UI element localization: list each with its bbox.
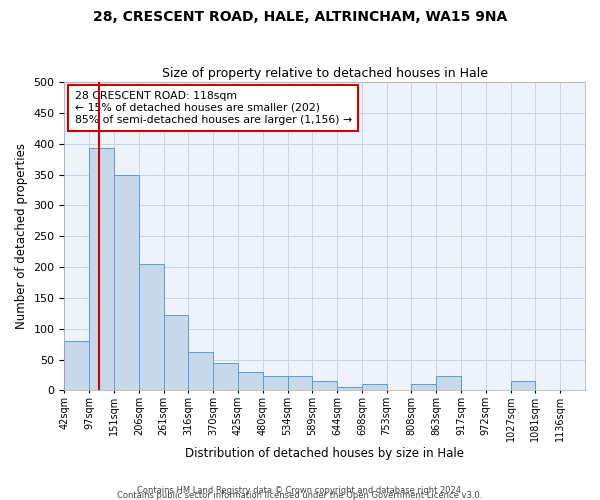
Text: 28 CRESCENT ROAD: 118sqm
← 15% of detached houses are smaller (202)
85% of semi-: 28 CRESCENT ROAD: 118sqm ← 15% of detach… bbox=[75, 92, 352, 124]
Bar bbox=[139, 264, 164, 390]
Title: Size of property relative to detached houses in Hale: Size of property relative to detached ho… bbox=[162, 66, 488, 80]
Y-axis label: Number of detached properties: Number of detached properties bbox=[15, 143, 28, 329]
Bar bbox=[213, 364, 238, 390]
Text: Contains HM Land Registry data © Crown copyright and database right 2024.: Contains HM Land Registry data © Crown c… bbox=[137, 486, 463, 495]
Bar bbox=[89, 148, 114, 390]
Bar bbox=[164, 315, 188, 390]
Bar bbox=[313, 380, 337, 390]
Bar bbox=[64, 341, 89, 390]
Bar bbox=[188, 352, 213, 391]
X-axis label: Distribution of detached houses by size in Hale: Distribution of detached houses by size … bbox=[185, 447, 464, 460]
Bar bbox=[238, 372, 263, 390]
Text: Contains public sector information licensed under the Open Government Licence v3: Contains public sector information licen… bbox=[118, 491, 482, 500]
Bar bbox=[263, 376, 287, 390]
Bar bbox=[114, 174, 139, 390]
Bar bbox=[412, 384, 436, 390]
Bar bbox=[362, 384, 386, 390]
Bar bbox=[436, 376, 461, 390]
Bar bbox=[511, 381, 535, 390]
Bar bbox=[337, 388, 362, 390]
Bar bbox=[287, 376, 313, 390]
Text: 28, CRESCENT ROAD, HALE, ALTRINCHAM, WA15 9NA: 28, CRESCENT ROAD, HALE, ALTRINCHAM, WA1… bbox=[93, 10, 507, 24]
